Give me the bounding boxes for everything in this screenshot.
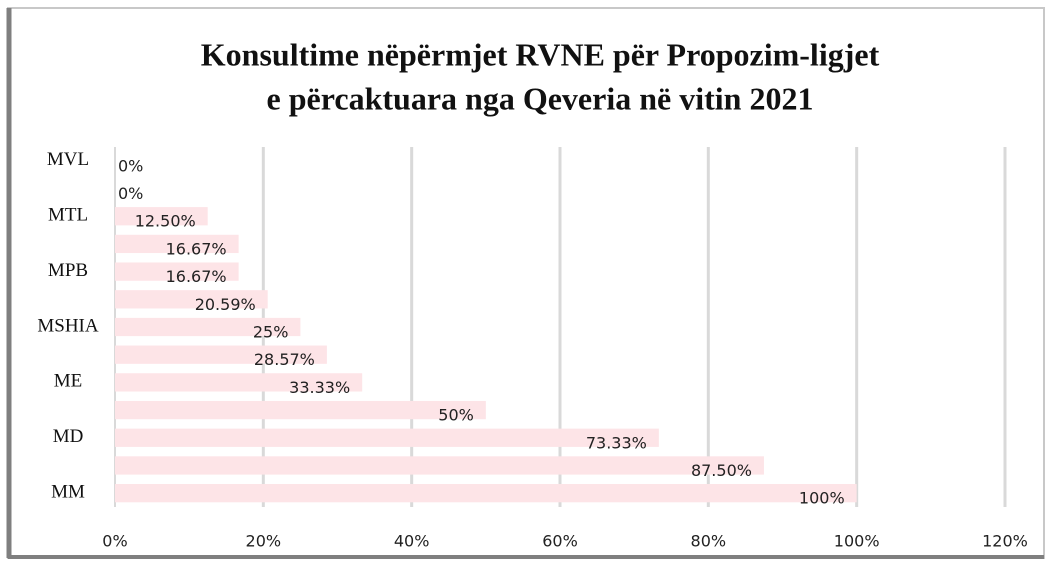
bar <box>115 262 239 281</box>
data-label: 20.59% <box>195 295 256 314</box>
y-tick-label: MSHIA <box>37 315 99 336</box>
y-tick-label: MTL <box>48 205 88 226</box>
bar <box>115 317 301 337</box>
x-tick-label: 20% <box>246 532 282 551</box>
data-label: 25% <box>253 323 289 342</box>
data-label: 87.50% <box>691 461 752 480</box>
y-tick-label: ME <box>54 371 83 392</box>
x-tick-label: 80% <box>691 532 727 551</box>
bar <box>115 400 486 420</box>
y-tick-label: MVL <box>47 149 89 170</box>
data-label: 16.67% <box>166 267 227 286</box>
data-label: 50% <box>438 406 474 425</box>
y-tick-label: MPB <box>48 260 88 281</box>
x-tick-label: 40% <box>394 532 430 551</box>
bar <box>115 290 268 309</box>
x-tick-label: 0% <box>102 532 127 551</box>
bar <box>115 345 327 364</box>
chart-title: Konsultime nëpërmjet RVNE për Propozim-l… <box>201 36 880 72</box>
data-label: 12.50% <box>135 212 196 231</box>
bar <box>115 428 659 447</box>
y-tick-label: MM <box>51 482 85 503</box>
x-tick-label: 120% <box>982 532 1028 551</box>
data-label: 73.33% <box>586 433 647 452</box>
bar <box>115 484 857 503</box>
x-tick-label: 100% <box>834 532 880 551</box>
x-tick-label: 60% <box>542 532 578 551</box>
bar <box>115 456 764 475</box>
y-tick-label: MD <box>53 426 84 447</box>
data-label: 16.67% <box>166 239 227 258</box>
bar <box>115 207 208 226</box>
data-label: 33.33% <box>289 378 350 397</box>
chart-title: e përcaktuara nga Qeveria në vitin 2021 <box>267 80 814 116</box>
bar <box>115 234 239 254</box>
data-label: 28.57% <box>254 350 315 369</box>
data-label: 0% <box>118 184 143 203</box>
data-label: 100% <box>799 489 845 508</box>
data-label: 0% <box>118 156 143 175</box>
bar <box>115 373 363 392</box>
